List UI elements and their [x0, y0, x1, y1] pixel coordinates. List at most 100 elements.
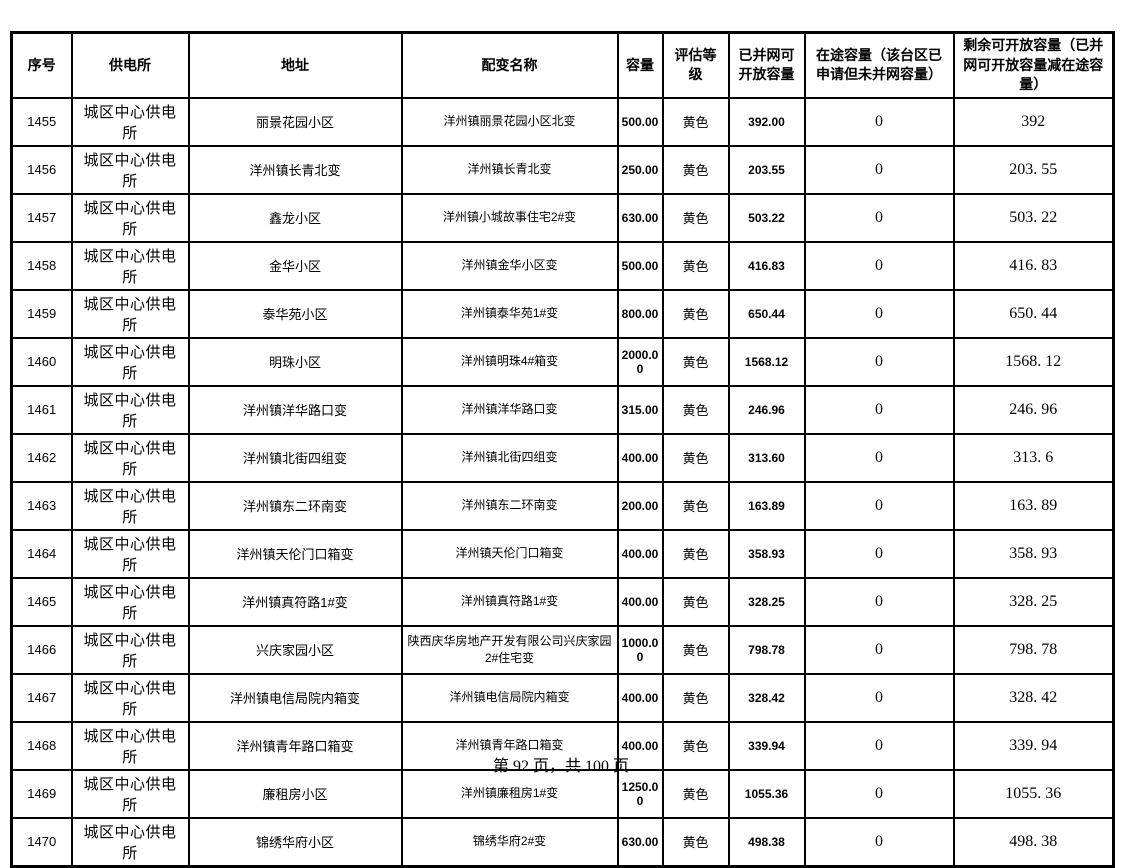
remain-cell: 339. 94 — [952, 720, 1115, 771]
station-cell: 城区中心供电所 — [70, 336, 190, 387]
capacity-cell: 400.00 — [616, 672, 664, 723]
seq-cell: 1455 — [10, 96, 73, 147]
transit-cell: 0 — [803, 96, 955, 147]
remain-cell: 1568. 12 — [952, 336, 1115, 387]
capacity-cell: 250.00 — [616, 144, 664, 195]
name-cell: 洋州镇北街四组变 — [400, 432, 619, 483]
station-cell: 城区中心供电所 — [70, 672, 190, 723]
table-page: 序号 供电所 地址 配变名称 容量 评估等级 已并网可开放容量 在途容量（该台区已申请但未并网… — [10, 31, 1115, 868]
seq-cell: 1461 — [10, 384, 73, 435]
seq-cell: 1467 — [10, 672, 73, 723]
table-row: 1460 城区中心供电所 明珠小区 洋州镇明珠4#箱变 2000.00 黄色 1568.12… — [10, 336, 1115, 387]
grade-cell: 黄色 — [661, 96, 730, 147]
capacity-cell: 500.00 — [616, 96, 664, 147]
transit-cell: 0 — [803, 480, 955, 531]
capacity-cell: 1250.00 — [616, 768, 664, 819]
seq-cell: 1459 — [10, 288, 73, 339]
seq-cell: 1457 — [10, 192, 73, 243]
seq-cell: 1468 — [10, 720, 73, 771]
grid-cell: 203.55 — [727, 144, 806, 195]
name-cell: 洋州镇青年路口箱变 — [400, 720, 619, 771]
grade-cell: 黄色 — [661, 624, 730, 675]
address-cell: 洋州镇真符路1#变 — [187, 576, 403, 627]
column-header-address: 地址 — [187, 31, 403, 99]
name-cell: 洋州镇真符路1#变 — [400, 576, 619, 627]
column-header-grid: 已并网可开放容量 — [727, 31, 806, 99]
address-cell: 泰华苑小区 — [187, 288, 403, 339]
station-cell: 城区中心供电所 — [70, 96, 190, 147]
capacity-cell: 630.00 — [616, 816, 664, 868]
address-cell: 锦绣华府小区 — [187, 816, 403, 868]
name-cell: 洋州镇洋华路口变 — [400, 384, 619, 435]
address-cell: 洋州镇天伦门口箱变 — [187, 528, 403, 579]
address-cell: 洋州镇电信局院内箱变 — [187, 672, 403, 723]
name-cell: 陕西庆华房地产开发有限公司兴庆家园2#住宅变 — [400, 624, 619, 675]
grade-cell: 黄色 — [661, 288, 730, 339]
address-cell: 洋州镇长青北变 — [187, 144, 403, 195]
capacity-cell: 2000.00 — [616, 336, 664, 387]
table-row: 1456 城区中心供电所 洋州镇长青北变 洋州镇长青北变 250.00 黄色 203.55 0… — [10, 144, 1115, 195]
station-cell: 城区中心供电所 — [70, 384, 190, 435]
transit-cell: 0 — [803, 528, 955, 579]
name-cell: 洋州镇泰华苑1#变 — [400, 288, 619, 339]
remain-cell: 798. 78 — [952, 624, 1115, 675]
transit-cell: 0 — [803, 336, 955, 387]
page-number: 第 92 页，共 100 页 — [492, 758, 629, 775]
station-cell: 城区中心供电所 — [70, 480, 190, 531]
station-cell: 城区中心供电所 — [70, 240, 190, 291]
grid-cell: 1568.12 — [727, 336, 806, 387]
remain-cell: 1055. 36 — [952, 768, 1115, 819]
transit-cell: 0 — [803, 720, 955, 771]
column-header-name: 配变名称 — [400, 31, 619, 99]
address-cell: 鑫龙小区 — [187, 192, 403, 243]
grade-cell: 黄色 — [661, 528, 730, 579]
grid-cell: 503.22 — [727, 192, 806, 243]
name-cell: 洋州镇丽景花园小区北变 — [400, 96, 619, 147]
station-cell: 城区中心供电所 — [70, 768, 190, 819]
transit-cell: 0 — [803, 192, 955, 243]
grade-cell: 黄色 — [661, 672, 730, 723]
seq-cell: 1458 — [10, 240, 73, 291]
station-cell: 城区中心供电所 — [70, 576, 190, 627]
station-cell: 城区中心供电所 — [70, 528, 190, 579]
grade-cell: 黄色 — [661, 720, 730, 771]
seq-cell: 1470 — [10, 816, 73, 868]
name-cell: 洋州镇电信局院内箱变 — [400, 672, 619, 723]
table-row: 1465 城区中心供电所 洋州镇真符路1#变 洋州镇真符路1#变 400.00 黄色 328… — [10, 576, 1115, 627]
column-header-transit: 在途容量（该台区已申请但未并网容量） — [803, 31, 955, 99]
name-cell: 洋州镇天伦门口箱变 — [400, 528, 619, 579]
table-row: 1464 城区中心供电所 洋州镇天伦门口箱变 洋州镇天伦门口箱变 400.00 黄色 358… — [10, 528, 1115, 579]
column-header-remain: 剩余可开放容量（已并网可开放容量减在途容量） — [952, 31, 1115, 99]
name-cell: 洋州镇小城故事住宅2#变 — [400, 192, 619, 243]
name-cell: 洋州镇长青北变 — [400, 144, 619, 195]
name-cell: 洋州镇廉租房1#变 — [400, 768, 619, 819]
name-cell: 洋州镇明珠4#箱变 — [400, 336, 619, 387]
grade-cell: 黄色 — [661, 576, 730, 627]
capacity-cell: 400.00 — [616, 528, 664, 579]
address-cell: 兴庆家园小区 — [187, 624, 403, 675]
capacity-cell: 500.00 — [616, 240, 664, 291]
transit-cell: 0 — [803, 432, 955, 483]
table-row: 1469 城区中心供电所 廉租房小区 洋州镇廉租房1#变 1250.00 黄色 1055.3… — [10, 768, 1115, 819]
grid-cell: 163.89 — [727, 480, 806, 531]
transit-cell: 0 — [803, 240, 955, 291]
remain-cell: 498. 38 — [952, 816, 1115, 868]
remain-cell: 503. 22 — [952, 192, 1115, 243]
table-header-row: 序号 供电所 地址 配变名称 容量 评估等级 已并网可开放容量 在途容量（该台区已申请但未并网… — [10, 31, 1115, 99]
grid-cell: 798.78 — [727, 624, 806, 675]
capacity-cell: 400.00 — [616, 576, 664, 627]
address-cell: 明珠小区 — [187, 336, 403, 387]
seq-cell: 1462 — [10, 432, 73, 483]
grid-cell: 358.93 — [727, 528, 806, 579]
transit-cell: 0 — [803, 672, 955, 723]
seq-cell: 1460 — [10, 336, 73, 387]
transit-cell: 0 — [803, 816, 955, 868]
remain-cell: 358. 93 — [952, 528, 1115, 579]
table-row: 1462 城区中心供电所 洋州镇北街四组变 洋州镇北街四组变 400.00 黄色 313.6… — [10, 432, 1115, 483]
remain-cell: 416. 83 — [952, 240, 1115, 291]
remain-cell: 163. 89 — [952, 480, 1115, 531]
grade-cell: 黄色 — [661, 480, 730, 531]
seq-cell: 1456 — [10, 144, 73, 195]
remain-cell: 313. 6 — [952, 432, 1115, 483]
grid-cell: 328.42 — [727, 672, 806, 723]
